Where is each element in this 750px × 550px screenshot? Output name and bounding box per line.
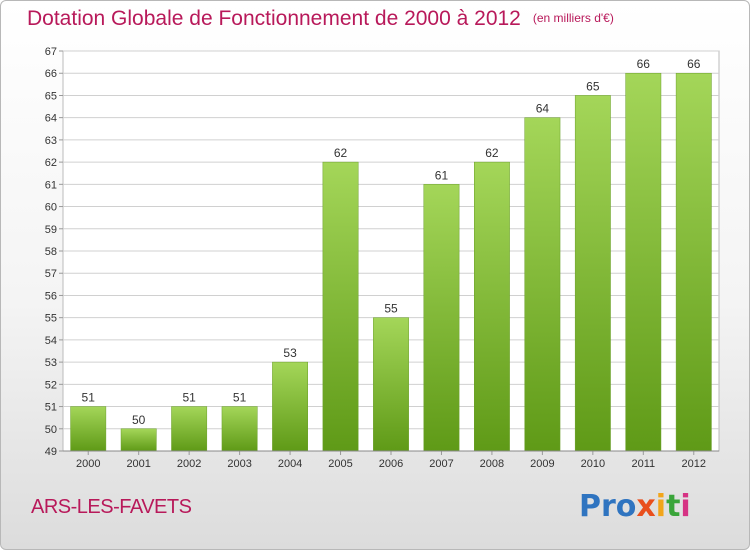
y-tick-label: 59	[45, 224, 57, 236]
commune-name: ARS-LES-FAVETS	[31, 496, 192, 518]
bar-value-label: 64	[536, 102, 550, 116]
x-tick-label: 2009	[530, 458, 554, 470]
bar	[221, 406, 258, 452]
y-tick-label: 50	[45, 424, 57, 436]
y-tick-label: 58	[45, 246, 57, 258]
y-tick-label: 64	[45, 113, 57, 125]
x-tick-label: 2005	[328, 458, 352, 470]
bar	[625, 72, 662, 452]
y-tick-label: 57	[45, 268, 57, 280]
y-tick-label: 49	[45, 446, 57, 458]
bar-value-label: 62	[485, 146, 499, 160]
bar	[70, 406, 107, 452]
bar	[675, 72, 712, 452]
bar-value-label: 62	[334, 146, 348, 160]
y-tick-label: 60	[45, 202, 57, 214]
bar	[524, 117, 561, 452]
chart-title: Dotation Globale de Fonctionnement de 20…	[27, 7, 614, 31]
y-tick-label: 56	[45, 290, 57, 302]
logo-part-2: x	[636, 489, 656, 524]
chart-unit: (en milliers d'€)	[532, 11, 614, 25]
x-tick-label: 2007	[429, 458, 453, 470]
bar	[423, 184, 460, 452]
x-tick-label: 2003	[227, 458, 251, 470]
y-tick-label: 67	[45, 46, 57, 58]
y-tick-label: 61	[45, 179, 57, 191]
chart-title-text: Dotation Globale de Fonctionnement de 20…	[27, 7, 521, 30]
x-tick-label: 2002	[177, 458, 201, 470]
y-tick-label: 54	[45, 335, 57, 347]
proxiti-logo: Proxiti	[579, 489, 691, 524]
bar	[574, 95, 611, 452]
bar-value-label: 51	[82, 391, 96, 405]
x-tick-label: 2006	[379, 458, 403, 470]
y-tick-label: 51	[45, 402, 57, 414]
bar-value-label: 66	[687, 57, 701, 71]
bar	[322, 161, 359, 452]
logo-part-3: i	[655, 489, 667, 524]
x-tick-label: 2004	[278, 458, 302, 470]
x-tick-label: 2012	[682, 458, 706, 470]
bar	[171, 406, 208, 452]
x-tick-label: 2010	[581, 458, 605, 470]
x-tick-label: 2001	[126, 458, 150, 470]
bar-value-label: 51	[182, 391, 196, 405]
bar-value-label: 51	[233, 391, 247, 405]
y-tick-label: 55	[45, 313, 57, 325]
bar-value-label: 55	[384, 302, 398, 316]
bar	[474, 161, 510, 452]
bar	[373, 317, 409, 452]
y-tick-label: 52	[45, 379, 57, 391]
x-tick-label: 2011	[631, 458, 655, 470]
logo-part-5: i	[680, 489, 691, 524]
bar	[120, 428, 157, 452]
bar	[272, 361, 308, 452]
bar-value-label: 50	[132, 413, 146, 427]
y-tick-label: 53	[45, 357, 57, 369]
bar-value-label: 66	[637, 57, 651, 71]
bar-value-label: 65	[586, 79, 600, 93]
x-tick-label: 2008	[480, 458, 504, 470]
y-tick-label: 62	[45, 157, 57, 169]
bar-value-label: 53	[283, 346, 297, 360]
logo-part-1: Pro	[579, 489, 637, 524]
logo-part-4: t	[666, 489, 681, 524]
x-tick-label: 2000	[76, 458, 100, 470]
bar-value-label: 61	[435, 168, 449, 182]
y-tick-label: 63	[45, 135, 57, 147]
y-tick-label: 65	[45, 90, 57, 102]
y-tick-label: 66	[45, 68, 57, 80]
